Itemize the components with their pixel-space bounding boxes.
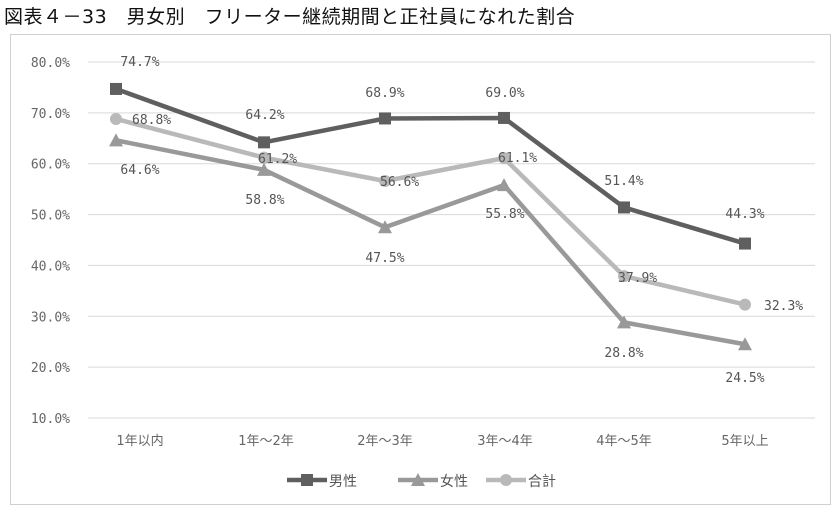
data-label: 64.6%	[120, 163, 159, 178]
data-label: 28.8%	[604, 346, 643, 361]
data-point-女性	[257, 162, 271, 176]
data-label: 64.2%	[245, 108, 284, 123]
data-point-合計	[110, 112, 122, 125]
data-label: 69.0%	[485, 86, 524, 101]
data-point-女性	[738, 337, 752, 351]
y-tick-label: 70.0%	[31, 107, 70, 122]
data-label: 61.2%	[258, 152, 297, 167]
legend-marker-男性	[301, 474, 313, 486]
series-line-合計	[115, 116, 746, 307]
data-point-男性	[498, 111, 510, 124]
data-point-合計	[379, 175, 391, 188]
data-label: 68.9%	[365, 86, 404, 101]
y-tick-label: 60.0%	[31, 158, 70, 173]
chart-frame	[10, 34, 831, 505]
x-tick-label: 5年以上	[721, 434, 768, 449]
data-point-合計	[739, 298, 751, 311]
data-label: 58.8%	[245, 193, 284, 208]
x-tick-label: 2年～3年	[357, 434, 413, 449]
y-tick-label: 40.0%	[31, 259, 70, 274]
data-point-合計	[618, 270, 630, 283]
y-tick-label: 50.0%	[31, 209, 70, 224]
data-label: 51.4%	[604, 174, 643, 189]
y-tick-label: 10.0%	[31, 412, 70, 427]
data-label: 32.3%	[764, 299, 803, 314]
data-point-男性	[258, 136, 270, 149]
data-point-女性	[378, 220, 392, 234]
legend-marker-女性	[411, 473, 425, 486]
y-tick-label: 80.0%	[31, 56, 70, 71]
data-point-男性	[739, 237, 751, 250]
data-point-合計	[258, 151, 270, 164]
data-label: 68.8%	[132, 113, 171, 128]
data-label: 61.1%	[498, 151, 537, 166]
data-label: 74.7%	[120, 55, 159, 70]
legend-label: 合計	[528, 474, 556, 490]
x-tick-label: 1年以内	[116, 433, 163, 449]
y-tick-label: 20.0%	[31, 361, 70, 376]
chart-title: 図表４－33 男女別 フリーター継続期間と正社員になれた割合	[4, 6, 576, 28]
y-tick-label: 30.0%	[31, 310, 70, 325]
legend-label: 男性	[329, 474, 357, 490]
data-point-合計	[498, 152, 510, 165]
data-point-男性	[618, 201, 630, 214]
legend-label: 女性	[440, 473, 468, 490]
data-point-女性	[109, 133, 123, 147]
x-tick-label: 4年～5年	[596, 434, 652, 449]
data-point-女性	[617, 315, 631, 329]
legend-marker-合計	[500, 474, 512, 486]
data-point-男性	[110, 82, 122, 95]
x-tick-label: 1年～2年	[238, 434, 294, 449]
data-label: 56.6%	[380, 175, 419, 190]
data-point-女性	[497, 178, 511, 192]
data-label: 37.9%	[618, 271, 657, 286]
series-line-男性	[115, 86, 746, 246]
x-tick-label: 3年～4年	[477, 434, 533, 449]
data-label: 44.3%	[725, 207, 764, 222]
data-point-男性	[379, 112, 391, 125]
data-label: 55.8%	[485, 207, 524, 222]
data-label: 24.5%	[725, 371, 764, 386]
series-line-女性	[115, 138, 746, 347]
data-label: 47.5%	[365, 251, 404, 266]
